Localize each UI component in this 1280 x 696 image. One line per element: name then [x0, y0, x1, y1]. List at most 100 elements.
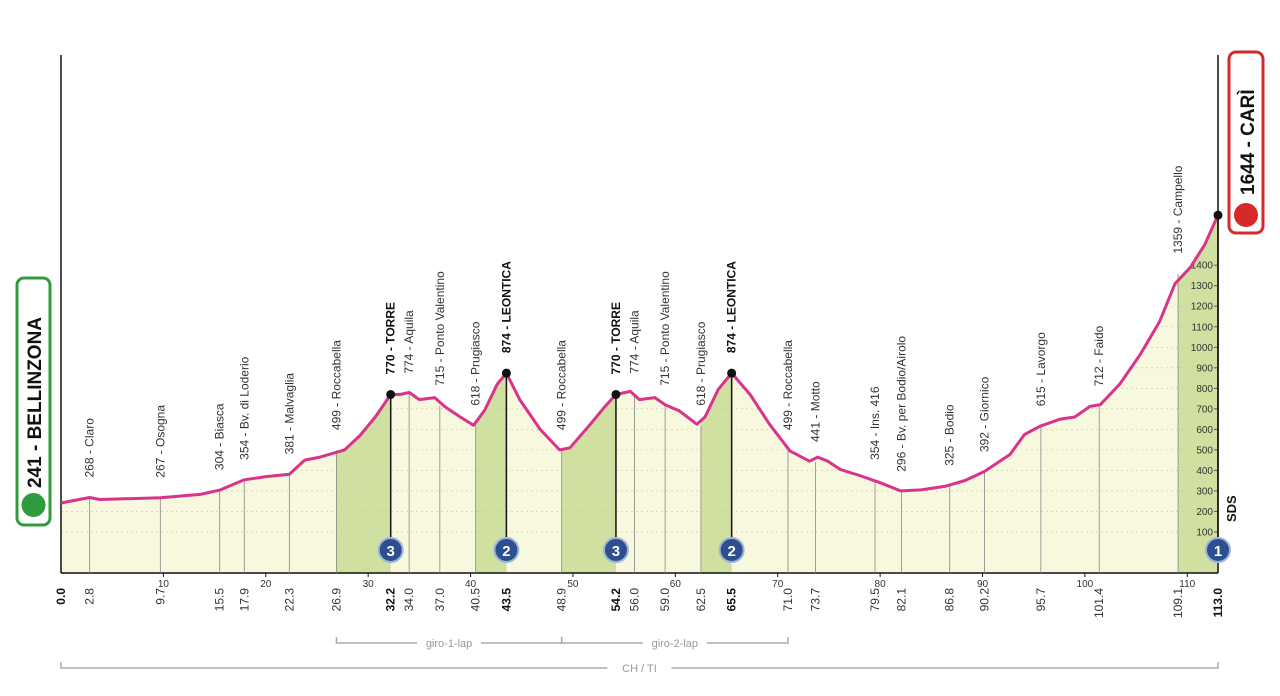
start-label: 241 - BELLINZONA	[25, 317, 46, 488]
y-tick-label: 600	[1196, 425, 1213, 436]
waypoint-label: 874 - LEONTICA	[499, 261, 513, 353]
kom-category: 3	[612, 543, 620, 560]
km-label: 101.4	[1092, 588, 1106, 618]
km-label: 22.3	[282, 588, 296, 612]
km-label: 59.0	[658, 588, 672, 612]
segment-label: CH / TI	[622, 663, 657, 675]
x-tick-label: 70	[772, 579, 784, 590]
profile-line	[60, 214, 1220, 505]
x-tick-label: 50	[567, 579, 579, 590]
waypoint-label: 774 - Aquila	[402, 310, 416, 374]
km-label: 37.0	[433, 588, 447, 612]
y-tick-label: 200	[1196, 507, 1213, 518]
waypoint-label: 774 - Aquila	[627, 310, 641, 374]
kom-badge	[1205, 537, 1231, 563]
kom-category: 1	[1214, 543, 1222, 560]
km-label: 79.5	[868, 588, 882, 612]
waypoint-label: 712 - Faido	[1092, 325, 1106, 386]
kom-badge	[493, 537, 520, 563]
start-icon	[21, 493, 46, 517]
segment-label-bg	[642, 636, 707, 650]
climb-band	[561, 215, 616, 573]
waypoint-label: 499 - Roccabella	[555, 340, 569, 430]
km-label: 43.5	[499, 588, 513, 612]
waypoint-label: 267 - Osogna	[153, 405, 167, 478]
climb-band	[336, 215, 391, 573]
km-label: 40.5	[469, 588, 483, 612]
segment-label: giro-1-lap	[426, 638, 472, 650]
y-tick-label: 1300	[1191, 281, 1214, 292]
waypoint-label: 499 - Roccabella	[329, 340, 343, 430]
segment-label-bg	[417, 636, 482, 650]
km-label: 17.9	[237, 588, 251, 612]
km-label: 32.2	[384, 588, 398, 612]
x-tick-label: 90	[977, 579, 989, 590]
x-tick-label: 60	[670, 579, 682, 590]
km-label: 48.9	[555, 588, 569, 612]
waypoint-label: 381 - Malvaglia	[282, 373, 296, 455]
waypoint-label: 296 - Bv. per Bodio/Airolo	[895, 336, 909, 472]
km-label: 95.7	[1034, 588, 1048, 612]
profile-layer: 100 200 300 400 500 600 700 800 900 1000 1100 1200 1…	[54, 55, 1231, 618]
km-label: 73.7	[809, 588, 823, 612]
y-tick-label: 800	[1196, 384, 1213, 395]
segment-label: giro-2-lap	[652, 638, 698, 650]
finish-icon	[1234, 203, 1258, 227]
x-tick-label: 40	[465, 579, 477, 590]
y-tick-label: 1000	[1191, 343, 1214, 354]
km-label: 113.0	[1211, 588, 1225, 618]
waypoint-label: 874 - LEONTICA	[725, 261, 739, 353]
km-label: 34.0	[402, 588, 416, 612]
finish-box	[1227, 50, 1265, 235]
waypoint-label: 304 - Biasca	[213, 403, 227, 470]
segment-label-bg	[607, 661, 672, 675]
waypoint-label: 770 - TORRE	[384, 302, 398, 374]
kom-badge	[602, 537, 629, 563]
kom-badge	[377, 537, 404, 563]
waypoint-label: 615 - Lavorgo	[1034, 332, 1048, 406]
finish-label: 1644 - CARÌ	[1237, 89, 1259, 195]
waypoint-label: 1359 - Campello	[1171, 165, 1185, 253]
start-box	[15, 276, 52, 527]
x-tick-label: 100	[1077, 579, 1094, 590]
km-label: 82.1	[895, 588, 909, 612]
km-label: 90.2	[978, 588, 992, 612]
km-label: 109.1	[1171, 588, 1185, 618]
summit-dot	[1213, 210, 1223, 220]
kom-category: 2	[727, 543, 735, 560]
summit-dot	[727, 368, 737, 378]
y-tick-label: 1400	[1191, 261, 1214, 272]
waypoint-label: 618 - Prugiasco	[694, 321, 708, 405]
km-label: 71.0	[781, 588, 795, 612]
waypoint-label: 354 - Bv. di Loderio	[237, 356, 251, 459]
y-tick-label: 700	[1196, 404, 1213, 415]
finish-note: SDS	[1224, 495, 1239, 522]
km-label: 86.8	[943, 588, 957, 612]
y-tick-label: 300	[1196, 486, 1213, 497]
summit-dot	[501, 368, 511, 378]
x-tick-label: 80	[875, 579, 887, 590]
waypoint-label: 715 - Ponto Valentino	[658, 271, 672, 386]
waypoint-label: 770 - TORRE	[609, 302, 623, 374]
km-label: 9.7	[153, 588, 167, 605]
km-label: 62.5	[694, 588, 708, 612]
kom-category: 3	[387, 543, 395, 560]
y-tick-label: 1100	[1191, 322, 1213, 333]
x-tick-label: 30	[363, 579, 375, 590]
waypoint-label: 354 - Ins. 416	[868, 386, 882, 460]
waypoint-label: 268 - Claro	[83, 418, 97, 478]
km-label: 2.8	[83, 588, 97, 605]
y-tick-label: 500	[1196, 445, 1213, 456]
km-label: 26.9	[329, 588, 343, 612]
km-label: 65.5	[725, 588, 739, 612]
waypoint-label: 325 - Bodio	[943, 404, 957, 466]
y-tick-label: 1200	[1191, 302, 1214, 313]
y-tick-label: 400	[1196, 466, 1213, 477]
km-label: 54.2	[609, 588, 623, 612]
x-tick-label: 10	[158, 579, 170, 590]
kom-badge	[718, 537, 745, 563]
waypoint-label: 441 - Motto	[809, 381, 823, 442]
x-tick-label: 110	[1179, 579, 1195, 590]
waypoint-label: 618 - Prugiasco	[469, 321, 483, 405]
y-tick-label: 900	[1196, 363, 1213, 374]
